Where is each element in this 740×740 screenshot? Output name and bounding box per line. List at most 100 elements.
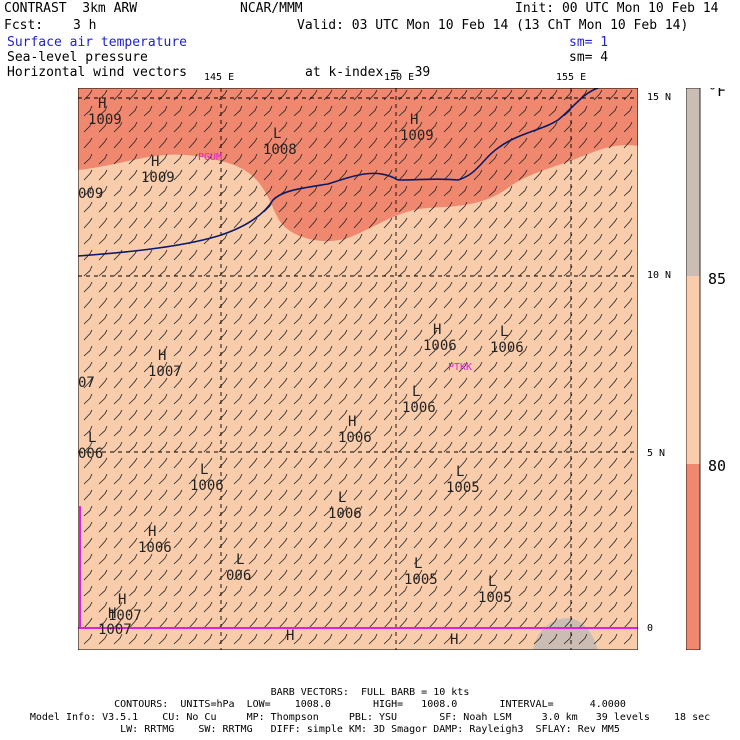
- wind-barb: [383, 105, 393, 117]
- colorbar-level-85: 85: [708, 270, 726, 288]
- wind-barb: [518, 585, 528, 597]
- wind-barb: [128, 313, 138, 325]
- wind-barb: [503, 617, 513, 629]
- pressure-center-h: H: [158, 348, 166, 364]
- wind-barb: [338, 569, 348, 581]
- wind-barb: [623, 201, 633, 213]
- wind-barb: [548, 585, 558, 597]
- wind-barb: [188, 137, 198, 149]
- wind-barb: [593, 89, 603, 101]
- wind-barb: [143, 633, 153, 645]
- wind-barb: [248, 601, 258, 613]
- wind-barb: [413, 105, 423, 117]
- wind-barb: [113, 249, 123, 261]
- wind-barb: [503, 169, 513, 181]
- wind-barb: [503, 457, 513, 469]
- lon-label-150: 150 E: [384, 72, 415, 83]
- wind-barb: [158, 473, 168, 485]
- wind-barb: [278, 345, 288, 357]
- wind-barb: [338, 473, 348, 485]
- wind-barb: [203, 617, 213, 629]
- wind-barb: [593, 265, 603, 277]
- pressure-center-value: 006: [78, 446, 103, 462]
- wind-barb: [428, 153, 438, 165]
- wind-barb: [263, 249, 273, 261]
- wind-barb: [248, 585, 258, 597]
- wind-barb: [608, 233, 618, 245]
- wind-barb: [98, 393, 108, 405]
- wind-barb: [173, 281, 183, 293]
- wind-barb: [413, 217, 423, 229]
- wind-barb: [188, 281, 198, 293]
- wind-barb: [83, 217, 93, 229]
- wind-barb: [98, 313, 108, 325]
- wind-barb: [263, 601, 273, 613]
- wind-barb: [548, 297, 558, 309]
- wind-barb: [503, 585, 513, 597]
- lon-label-155: 155 E: [556, 72, 587, 83]
- wind-barb: [608, 393, 618, 405]
- wind-barb: [173, 137, 183, 149]
- wind-barb: [368, 425, 378, 437]
- wind-barb: [518, 553, 528, 565]
- wind-barb: [398, 393, 408, 405]
- wind-barb: [263, 457, 273, 469]
- wind-barb: [383, 233, 393, 245]
- wind-barb: [488, 249, 498, 261]
- wind-barb: [623, 505, 633, 517]
- wind-barb: [398, 441, 408, 453]
- wind-barb: [473, 489, 483, 501]
- wind-barb: [173, 185, 183, 197]
- wind-barb: [623, 105, 633, 117]
- wind-barb: [458, 137, 468, 149]
- wind-barb: [503, 329, 513, 341]
- wind-barb: [263, 585, 273, 597]
- wind-barb: [548, 553, 558, 565]
- wind-barb: [233, 489, 243, 501]
- wind-barb: [113, 489, 123, 501]
- wind-barb: [128, 633, 138, 645]
- wind-barb: [458, 361, 468, 373]
- wind-barb: [413, 633, 423, 645]
- wind-barb: [188, 505, 198, 517]
- wind-barb: [398, 521, 408, 533]
- wind-barb: [158, 137, 168, 149]
- wind-barb: [413, 489, 423, 501]
- wind-barb: [488, 89, 498, 101]
- wind-barb: [548, 505, 558, 517]
- wind-barb: [593, 233, 603, 245]
- wind-barb: [608, 505, 618, 517]
- wind-barb: [398, 217, 408, 229]
- wind-barb: [413, 169, 423, 181]
- wind-barb: [98, 233, 108, 245]
- wind-barb: [293, 393, 303, 405]
- wind-barb: [338, 201, 348, 213]
- wind-barb: [323, 457, 333, 469]
- wind-barb: [263, 361, 273, 373]
- wind-barb: [83, 329, 93, 341]
- wind-barb: [323, 217, 333, 229]
- wind-barb: [473, 617, 483, 629]
- wind-barb: [158, 537, 168, 549]
- pressure-center-value: 1006: [328, 506, 362, 522]
- forecast-value: 3 h: [73, 18, 97, 33]
- wind-barb: [83, 441, 93, 453]
- wind-barb: [263, 377, 273, 389]
- wind-barb: [128, 137, 138, 149]
- wind-barb: [548, 537, 558, 549]
- wind-barb: [143, 569, 153, 581]
- wind-barb: [128, 457, 138, 469]
- wind-barb: [428, 329, 438, 341]
- wind-barb: [158, 441, 168, 453]
- wind-barb: [278, 425, 288, 437]
- wind-barb: [278, 105, 288, 117]
- wind-barb: [353, 441, 363, 453]
- wind-barb: [128, 521, 138, 533]
- wind-barb: [248, 297, 258, 309]
- wind-barb: [278, 553, 288, 565]
- wind-barb: [158, 297, 168, 309]
- wind-barb: [458, 617, 468, 629]
- wind-barb: [98, 441, 108, 453]
- wind-barb: [623, 281, 633, 293]
- wind-barb: [248, 201, 258, 213]
